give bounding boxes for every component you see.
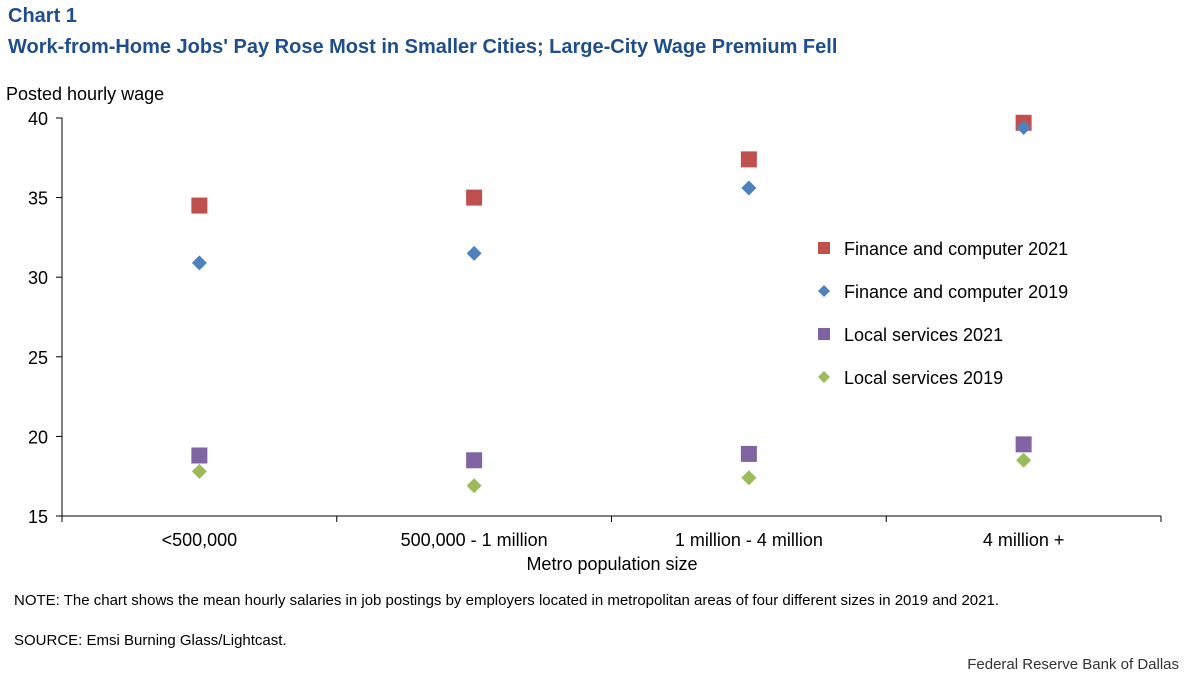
chart-source: SOURCE: Emsi Burning Glass/Lightcast. — [14, 632, 287, 649]
legend: Finance and computer 2021 Finance and com… — [818, 239, 1068, 388]
data-point — [466, 245, 482, 261]
legend-label: Local services 2021 — [844, 325, 1003, 345]
x-axis-label: Metro population size — [526, 554, 697, 574]
data-point — [1015, 436, 1032, 453]
y-axis-label: Posted hourly wage — [6, 84, 165, 104]
data-point — [741, 470, 757, 486]
chart-credit: Federal Reserve Bank of Dallas — [967, 656, 1179, 673]
data-point — [191, 197, 208, 214]
y-tick-label: 25 — [28, 348, 48, 368]
y-tick-label: 20 — [28, 427, 48, 447]
chart-label: Chart 1 — [8, 5, 77, 27]
x-tick-label: 500,000 - 1 million — [401, 530, 548, 550]
data-point — [740, 151, 757, 168]
data-point — [466, 452, 483, 469]
data-point — [191, 255, 207, 271]
data-point — [466, 189, 483, 206]
legend-marker — [818, 371, 830, 383]
legend-label: Local services 2019 — [844, 368, 1003, 388]
data-point — [191, 447, 208, 464]
legend-label: Finance and computer 2019 — [844, 282, 1068, 302]
legend-label: Finance and computer 2021 — [844, 239, 1068, 259]
data-point — [741, 180, 757, 196]
x-tick-label: 1 million - 4 million — [675, 530, 823, 550]
data-point — [1016, 120, 1032, 136]
chart-note: NOTE: The chart shows the mean hourly sa… — [14, 592, 999, 609]
data-point — [191, 463, 207, 479]
axes: 15 20 25 30 35 40 <500,000 500,000 - 1 million 1… — [28, 109, 1162, 550]
x-tick-label: 4 million + — [983, 530, 1065, 550]
legend-marker — [818, 285, 830, 297]
chart-title: Work-from-Home Jobs' Pay Rose Most in Sm… — [8, 36, 838, 58]
y-tick-label: 40 — [28, 109, 48, 129]
data-point — [740, 445, 757, 462]
y-tick-label: 35 — [28, 189, 48, 209]
y-tick-label: 30 — [28, 268, 48, 288]
legend-marker — [818, 242, 830, 254]
x-tick-label: <500,000 — [162, 530, 238, 550]
data-marks — [191, 114, 1032, 494]
legend-marker — [818, 328, 830, 340]
y-tick-label: 15 — [28, 507, 48, 527]
data-point — [1016, 452, 1032, 468]
data-point — [466, 478, 482, 494]
